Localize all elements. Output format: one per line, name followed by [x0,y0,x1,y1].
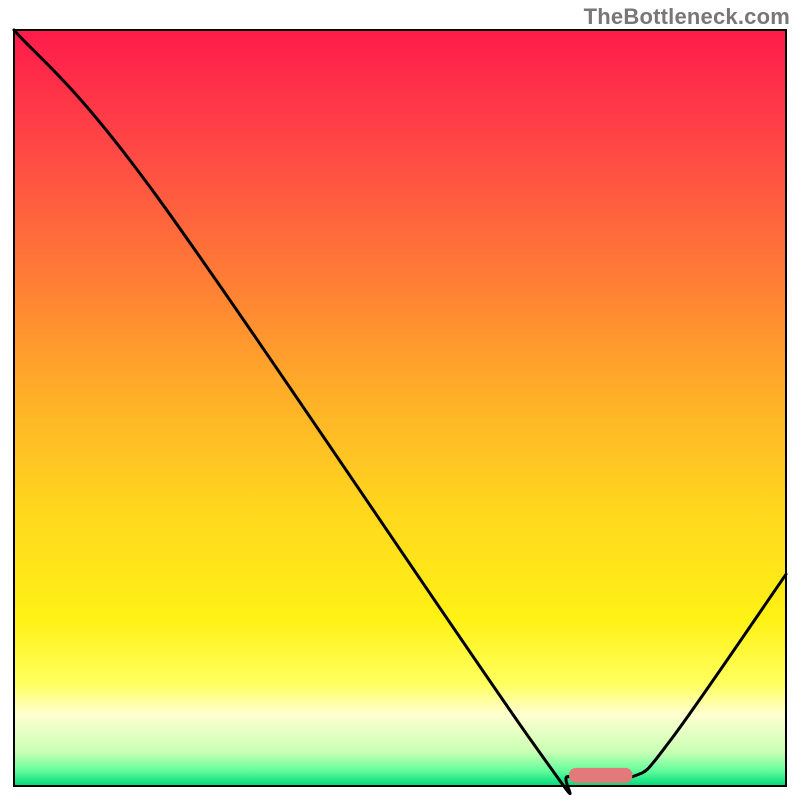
watermark-text: TheBottleneck.com [584,4,790,30]
plot-background [14,30,786,786]
chart-svg [0,0,800,800]
optimal-marker [569,768,632,783]
bottleneck-chart: TheBottleneck.com [0,0,800,800]
